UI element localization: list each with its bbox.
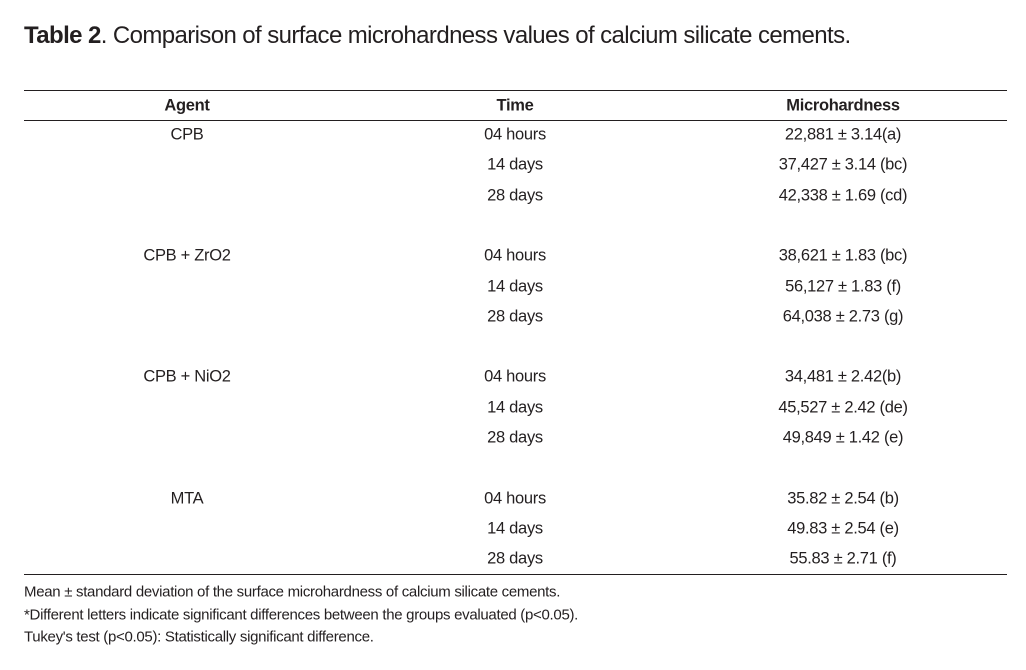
- table-note: *Different letters indicate significant …: [24, 606, 579, 623]
- bottom-rule: [24, 574, 1007, 575]
- agent-cell: CPB: [170, 125, 204, 144]
- microhardness-cell: 34,481 ± 2.42(b): [784, 367, 902, 386]
- microhardness-cell: 35.82 ± 2.54 (b): [787, 489, 899, 508]
- agent-cell: MTA: [170, 489, 204, 508]
- agent-cell: CPB + ZrO2: [143, 246, 231, 265]
- table-title: Table 2. Comparison of surface microhard…: [24, 22, 851, 50]
- microhardness-cell: 55.83 ± 2.71 (f): [789, 549, 897, 568]
- microhardness-cell: 49,849 ± 1.42 (e): [782, 428, 904, 447]
- column-header: Agent: [164, 96, 210, 115]
- column-header: Time: [496, 96, 534, 115]
- time-cell: 28 days: [487, 186, 543, 205]
- time-cell: 28 days: [487, 549, 543, 568]
- time-cell: 04 hours: [484, 246, 546, 265]
- table-note: Mean ± standard deviation of the surface…: [24, 583, 561, 601]
- title-text: . Comparison of surface microhardness va…: [100, 22, 851, 49]
- microhardness-cell: 56,127 ± 1.83 (f): [785, 277, 901, 295]
- time-cell: 14 days: [487, 398, 543, 417]
- microhardness-cell: 42,338 ± 1.69 (cd): [778, 186, 908, 205]
- microhardness-cell: 64,038 ± 2.73 (g): [782, 307, 904, 326]
- time-cell: 14 days: [487, 155, 543, 174]
- header-rule: [24, 120, 1007, 121]
- time-cell: 04 hours: [484, 125, 546, 144]
- time-cell: 14 days: [487, 277, 543, 295]
- microhardness-cell: 38,621 ± 1.83 (bc): [778, 246, 908, 265]
- time-cell: 28 days: [487, 307, 543, 326]
- agent-cell: CPB + NiO2: [143, 367, 231, 386]
- microhardness-cell: 22,881 ± 3.14(a): [784, 125, 902, 144]
- time-cell: 28 days: [487, 428, 543, 447]
- microhardness-cell: 45,527 ± 2.42 (de): [778, 398, 908, 417]
- title-label: Table 2: [24, 22, 101, 49]
- time-cell: 04 hours: [484, 367, 546, 386]
- time-cell: 14 days: [487, 519, 543, 538]
- time-cell: 04 hours: [484, 489, 546, 508]
- microhardness-cell: 49.83 ± 2.54 (e): [787, 519, 899, 538]
- table-note: Tukey's test (p<0.05): Statistically sig…: [24, 628, 374, 646]
- top-rule: [24, 90, 1007, 91]
- column-header: Microhardness: [786, 96, 900, 115]
- microhardness-cell: 37,427 ± 3.14 (bc): [778, 155, 908, 174]
